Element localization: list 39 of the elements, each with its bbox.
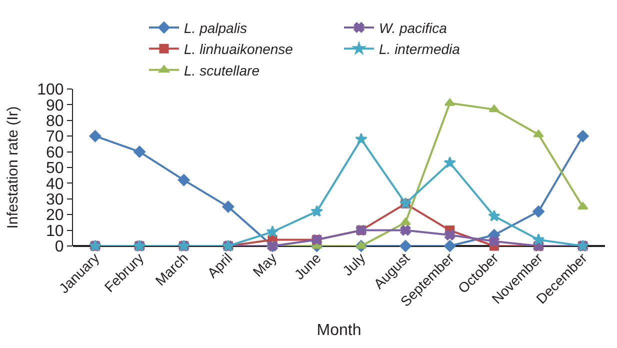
y-tick-label: 10 [46,222,64,240]
point [355,132,368,145]
x-axis-title: Month [316,322,362,340]
y-tick-label: 60 [46,144,64,162]
y-tick-label: 70 [46,128,64,146]
point [488,236,500,247]
y-axis-title: Infestation rate (Ir) [4,106,22,229]
y-tick-label: 50 [46,160,64,178]
legend-label: W. pacifica [379,20,448,36]
point [400,218,411,226]
point [89,130,102,142]
point [576,130,589,142]
point [222,200,234,213]
legend-label: L. palpalis [184,20,248,36]
y-tick-label: 20 [46,207,64,224]
point [532,206,544,218]
point [400,225,411,236]
point [532,233,545,245]
legend-label: L. intermedia [379,41,460,58]
legend-label: L. linhuaikonense [184,41,294,58]
y-tick-label: 90 [46,97,64,114]
y-tick-label: 0 [54,238,64,256]
y-tick-label: 40 [46,176,64,193]
point [266,226,279,238]
point [444,156,456,168]
point [444,240,456,252]
point [533,130,544,138]
point [488,210,500,222]
point [444,230,456,240]
y-tick-label: 100 [37,82,64,99]
y-tick-label: 80 [46,113,64,130]
y-tick-label: 30 [46,192,64,208]
point [178,174,190,186]
point [400,240,412,252]
point [134,146,146,158]
x-tick-label: July [339,250,368,279]
legend-label: L. scutellare [184,62,260,78]
x-tick-label: May [250,250,280,280]
point [310,205,323,217]
